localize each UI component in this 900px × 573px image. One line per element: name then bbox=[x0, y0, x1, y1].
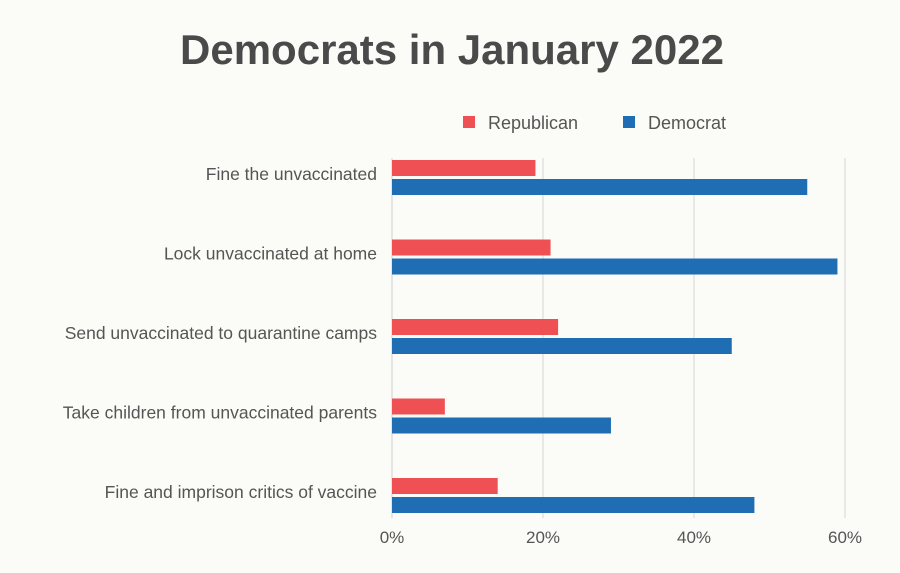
legend: Republican Democrat bbox=[463, 113, 726, 133]
x-tick-label: 20% bbox=[526, 528, 560, 547]
bar-democrat-3 bbox=[392, 417, 611, 434]
bar-republican-4 bbox=[392, 478, 498, 494]
bar-republican-1 bbox=[392, 239, 551, 256]
x-tick-label: 60% bbox=[828, 528, 862, 547]
legend-label-democrat: Democrat bbox=[648, 113, 726, 133]
legend-label-republican: Republican bbox=[488, 113, 578, 133]
category-label: Fine and imprison critics of vaccine bbox=[105, 482, 377, 502]
bar-democrat-0 bbox=[392, 179, 808, 195]
legend-swatch-republican bbox=[463, 116, 475, 128]
category-labels: Fine the unvaccinated Lock unvaccinated a… bbox=[63, 164, 377, 502]
category-label: Take children from unvaccinated parents bbox=[63, 403, 377, 423]
bar-democrat-1 bbox=[392, 258, 838, 275]
legend-swatch-democrat bbox=[623, 116, 635, 128]
category-label: Fine the unvaccinated bbox=[206, 164, 377, 184]
bar-republican-0 bbox=[392, 160, 536, 176]
bar-democrat-4 bbox=[392, 497, 755, 513]
category-label: Lock unvaccinated at home bbox=[164, 244, 377, 264]
bar-republican-3 bbox=[392, 398, 445, 415]
x-tick-label: 40% bbox=[677, 528, 711, 547]
chart-title: Democrats in January 2022 bbox=[180, 26, 724, 73]
bar-democrat-2 bbox=[392, 338, 732, 354]
bar-republican-2 bbox=[392, 319, 559, 335]
tick-labels: 0% 20% 40% 60% bbox=[380, 528, 862, 547]
category-label: Send unvaccinated to quarantine camps bbox=[65, 323, 378, 343]
x-tick-label: 0% bbox=[380, 528, 405, 547]
bars bbox=[392, 160, 838, 513]
